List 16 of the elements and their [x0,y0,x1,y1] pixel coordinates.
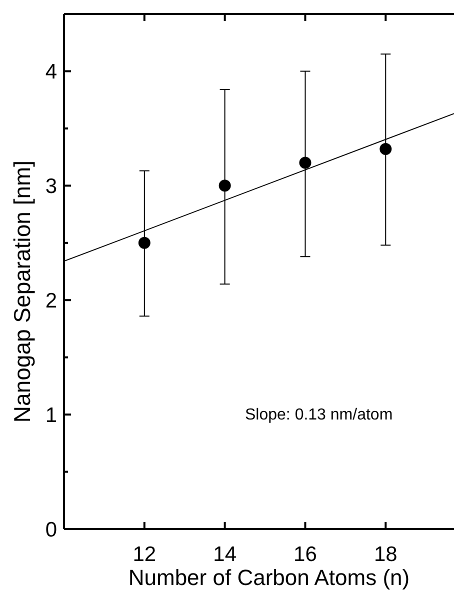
point [380,143,392,156]
point [218,180,231,192]
y-tick-label: 2 [45,289,57,312]
annotation: Slope: 0.13 nm/atom [245,406,393,424]
y-axis-title: Nanogap Separation [nm] [9,160,35,423]
x-axis-title: Number of Carbon Atoms (n) [128,565,410,590]
y-tick-label: 1 [45,404,57,427]
y-tick-label: 4 [45,60,58,84]
y-tick-label: 3 [45,175,57,198]
x-tick-label: 12 [132,543,156,566]
y-tick-label: 0 [45,518,57,542]
x-tick-label: 14 [213,543,237,566]
point [299,156,312,169]
point [138,236,150,249]
x-tick-label: 16 [294,543,317,566]
x-tick-label: 18 [374,543,398,566]
